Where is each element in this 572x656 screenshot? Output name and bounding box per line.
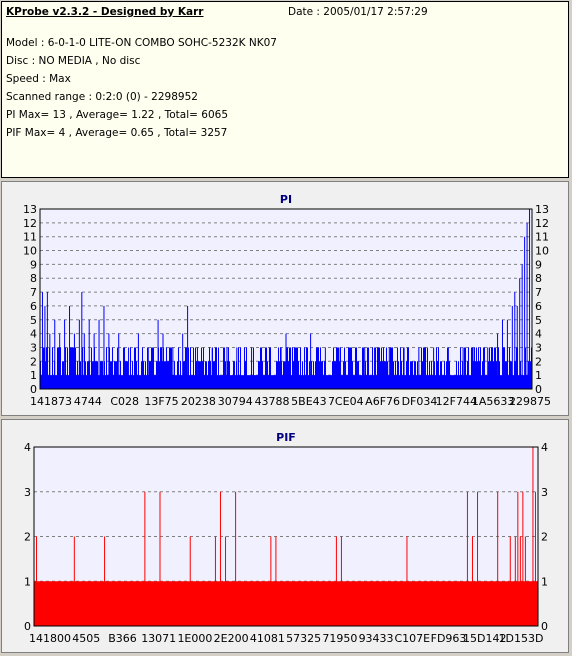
pi-ytick-right: 1 (535, 369, 542, 382)
pif-ytick-left: 0 (24, 620, 31, 633)
pif-plot-frame (33, 446, 539, 627)
pi-ytick-left: 13 (23, 203, 37, 216)
pi-xtick-label: 1A5633 (472, 395, 515, 408)
pi-ytick-left: 0 (30, 383, 37, 396)
pif-ytick-left: 1 (24, 575, 31, 588)
scan-date: Date : 2005/01/17 2:57:29 (288, 6, 428, 18)
pi-xtick-label: 12F744 (436, 395, 477, 408)
pi-ytick-right: 8 (535, 272, 542, 285)
pi-xtick-label: 13F75 (144, 395, 178, 408)
pi-xtick-label: 43788 (255, 395, 290, 408)
pi-ytick-right: 9 (535, 258, 542, 271)
pi-ytick-right: 10 (535, 245, 549, 258)
pi-xtick-label: 141873 (30, 395, 72, 408)
pif-ytick-right: 1 (541, 575, 548, 588)
pi-ytick-right: 12 (535, 217, 549, 230)
pif-xtick-label: 13071 (141, 632, 176, 645)
pif-ytick-right: 4 (541, 441, 548, 454)
pi-xtick-label: 20238 (181, 395, 216, 408)
range-line: Scanned range : 0:2:0 (0) - 2298952 (6, 91, 198, 103)
pi-ytick-right: 0 (535, 383, 542, 396)
pi-ytick-left: 11 (23, 231, 37, 244)
pif-xtick-label: B366 (108, 632, 137, 645)
pif-xtick-label: 2E200 (214, 632, 249, 645)
pi-ytick-right: 4 (535, 328, 542, 341)
pi-ytick-right: 5 (535, 314, 542, 327)
pi-ytick-right: 6 (535, 300, 542, 313)
pi-title: PI (280, 193, 292, 206)
pif-xtick-label: 1E000 (177, 632, 212, 645)
pi-chart-panel: 0 0 1 1 2 2 3 3 4 4 5 5 6 6 7 7 8 8 9 9 10 10 11 11 12 12 13 13 PI 14… (1, 181, 569, 416)
pi-ytick-left: 7 (30, 286, 37, 299)
pi-ytick-left: 2 (30, 355, 37, 368)
pif-xtick-label: 93433 (359, 632, 394, 645)
pi-xtick-label: 7CE04 (328, 395, 364, 408)
pi-ytick-left: 12 (23, 217, 37, 230)
pif-baseline-fill (34, 581, 538, 626)
pif-summary-line: PIF Max= 4 , Average= 0.65 , Total= 3257 (6, 127, 228, 139)
pi-summary-line: PI Max= 13 , Average= 1.22 , Total= 6065 (6, 109, 229, 121)
pif-title: PIF (276, 431, 296, 444)
pi-xtick-label: 4744 (74, 395, 102, 408)
pif-ytick-right: 0 (541, 620, 548, 633)
pi-ytick-left: 9 (30, 258, 37, 271)
pi-xtick-label: 5BE43 (291, 395, 327, 408)
pi-plot-frame (39, 208, 533, 390)
pi-ytick-right: 11 (535, 231, 549, 244)
pi-ytick-right: 7 (535, 286, 542, 299)
disc-line: Disc : NO MEDIA , No disc (6, 55, 141, 67)
pi-xtick-label: A6F76 (365, 395, 400, 408)
pi-ytick-left: 6 (30, 300, 37, 313)
pif-ytick-left: 2 (24, 531, 31, 544)
pi-xtick-label: 229875 (509, 395, 551, 408)
model-line: Model : 6-0-1-0 LITE-ON COMBO SOHC-5232K… (6, 37, 277, 49)
pif-ytick-left: 4 (24, 441, 31, 454)
pi-xtick-label: C028 (110, 395, 139, 408)
pif-ytick-right: 3 (541, 486, 548, 499)
pi-ytick-left: 3 (30, 341, 37, 354)
pi-xtick-label: DF034 (402, 395, 438, 408)
pif-xtick-label: 141800 (29, 632, 71, 645)
pif-xtick-label: 4505 (72, 632, 100, 645)
pif-xtick-label: 41081 (250, 632, 285, 645)
pi-ytick-left: 10 (23, 245, 37, 258)
pif-ytick-right: 2 (541, 531, 548, 544)
pif-xtick-label: 71950 (322, 632, 357, 645)
pif-xtick-label: 15D142 (463, 632, 506, 645)
pi-ytick-left: 4 (30, 328, 37, 341)
pi-ytick-left: 1 (30, 369, 37, 382)
pi-ytick-right: 2 (535, 355, 542, 368)
pif-xtick-label: 1D153D (499, 632, 544, 645)
pi-ytick-right: 13 (535, 203, 549, 216)
speed-line: Speed : Max (6, 73, 71, 85)
pif-ytick-left: 3 (24, 486, 31, 499)
pi-ytick-right: 3 (535, 341, 542, 354)
pif-xtick-label: FD963 (431, 632, 467, 645)
app-title: KProbe v2.3.2 - Designed by Karr (6, 6, 204, 18)
pi-xtick-label: 30794 (218, 395, 253, 408)
pif-chart: 0 0 1 1 2 2 3 3 4 4 PIF 141800 4505 B366 13071 1E000 2E2… (24, 431, 548, 645)
pif-chart-panel: 0 0 1 1 2 2 3 3 4 4 PIF 141800 4505 B366 13071 1E000 2E2… (1, 419, 569, 653)
pif-xtick-label: 57325 (286, 632, 321, 645)
info-panel: KProbe v2.3.2 - Designed by Karr Date : … (1, 1, 569, 178)
pi-ytick-left: 8 (30, 272, 37, 285)
pif-xtick-label: C107E (394, 632, 430, 645)
pi-ytick-left: 5 (30, 314, 37, 327)
